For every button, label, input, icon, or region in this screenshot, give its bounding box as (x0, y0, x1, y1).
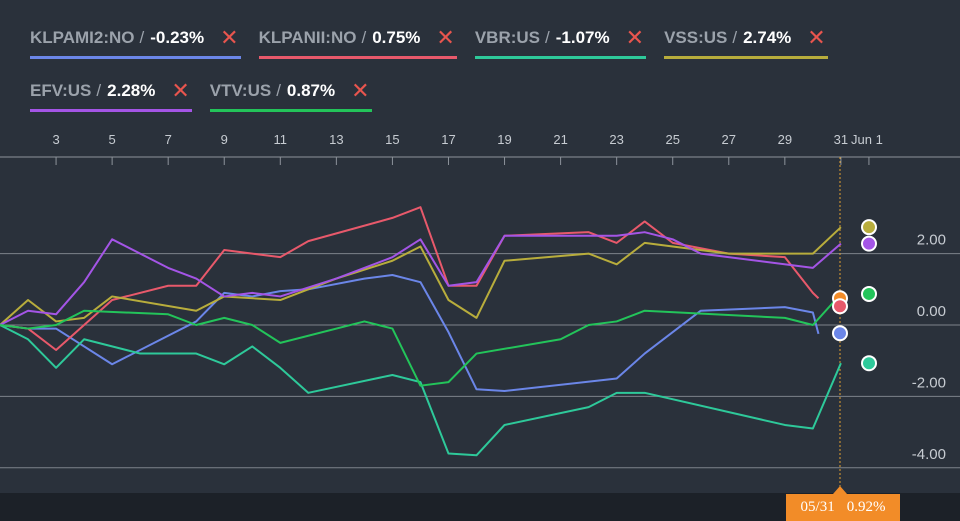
y-axis: 2.00 0.00 -2.00 -4.00 (912, 232, 946, 463)
x-tick-label: 25 (665, 132, 679, 147)
remove-series-icon[interactable]: ✕ (220, 25, 239, 50)
legend-value: -1.07% (555, 28, 610, 47)
series-lines (0, 206, 842, 457)
legend-separator: / (139, 28, 145, 47)
series-line-vtv-us (0, 293, 842, 387)
legend-value: -0.23% (150, 28, 205, 47)
y-tick-label: 2.00 (917, 232, 946, 249)
tooltip-date: 05/31 (800, 499, 835, 515)
x-tick-label: 3 (52, 132, 59, 147)
series-line-klpami2-no (0, 274, 820, 393)
x-tick-label: 7 (165, 132, 172, 147)
series-endpoint-marker (861, 235, 877, 252)
x-tick-label: 31 (834, 132, 848, 147)
x-tick-label: 17 (441, 132, 455, 147)
x-tick-label: 9 (221, 132, 228, 147)
legend-name: VBR:US (474, 28, 541, 47)
x-tick-label: 27 (722, 132, 736, 147)
legend-name: KLPAMI2:NO (30, 28, 135, 47)
x-tick-label: 11 (274, 132, 288, 147)
x-tick-label: 19 (497, 132, 511, 147)
x-tick-label: 13 (329, 132, 343, 147)
legend-item-klpami2-no[interactable]: KLPAMI2:NO / -0.23% ✕ (30, 20, 241, 59)
legend-separator: / (732, 28, 738, 47)
legend-item-klpanii-no[interactable]: KLPANII:NO/ 0.75% ✕ (258, 20, 457, 59)
legend-item-vss-us[interactable]: VSS:US/ 2.74% ✕ (664, 20, 828, 59)
series-endpoints (832, 219, 877, 372)
legend-separator: / (361, 28, 367, 47)
y-tick-label: -2.00 (912, 374, 946, 391)
legend-value: 0.75% (372, 28, 421, 47)
remove-series-icon[interactable]: ✕ (351, 78, 370, 103)
legend-separator: / (96, 81, 102, 100)
series-endpoint-marker (861, 219, 877, 236)
series-line-efv-us (0, 231, 842, 326)
tooltip-value: 0.92% (846, 499, 886, 515)
y-tick-label: 0.00 (917, 303, 946, 320)
series-line-vbr-us (0, 324, 842, 457)
legend-item-vbr-us[interactable]: VBR:US / -1.07% ✕ (474, 20, 647, 59)
legend-name: VTV:US (209, 81, 272, 100)
tooltip-arrow (833, 486, 847, 494)
legend-value: 2.74% (743, 28, 792, 47)
x-tick-label: 29 (778, 132, 792, 147)
legend-separator: / (276, 81, 281, 100)
remove-series-icon[interactable]: ✕ (171, 78, 190, 103)
series-endpoint-marker (861, 285, 877, 302)
legend-item-efv-us[interactable]: EFV:US/ 2.28% ✕ (30, 73, 192, 112)
y-tick-label: -4.00 (912, 446, 946, 463)
series-line-vss-us (0, 226, 842, 326)
series-endpoint-marker (832, 298, 848, 315)
x-tick-label: 5 (109, 132, 116, 147)
legend-value: 0.87% (286, 81, 336, 100)
x-tick-label: Jun 1 (851, 132, 883, 147)
date-tooltip: 05/31 0.92% (786, 494, 900, 521)
series-endpoint-marker (832, 325, 848, 342)
remove-series-icon[interactable]: ✕ (625, 25, 645, 50)
remove-series-icon[interactable]: ✕ (436, 25, 455, 50)
legend-item-vtv-us[interactable]: VTV:US/ 0.87% ✕ (209, 73, 372, 112)
legend-name: EFV:US (30, 81, 92, 100)
x-tick-label: 23 (609, 132, 623, 147)
series-line-klpanii-no (0, 206, 820, 351)
series-endpoint-marker (861, 355, 877, 372)
legend-name: VSS:US (664, 28, 728, 47)
x-tick-label: 21 (553, 132, 567, 147)
legend-separator: / (545, 28, 550, 47)
legend-name: KLPANII:NO (258, 28, 357, 47)
x-tick-label: 15 (385, 132, 399, 147)
x-axis: 3 5 7 9 11 13 15 17 19 21 23 25 27 29 31 Jun 1 (52, 132, 883, 165)
remove-series-icon[interactable]: ✕ (807, 25, 826, 50)
legend-value: 2.28% (107, 81, 156, 100)
legend: KLPAMI2:NO / -0.23% ✕ KLPANII:NO/0.75% ✕ VBR:U… (30, 20, 950, 112)
